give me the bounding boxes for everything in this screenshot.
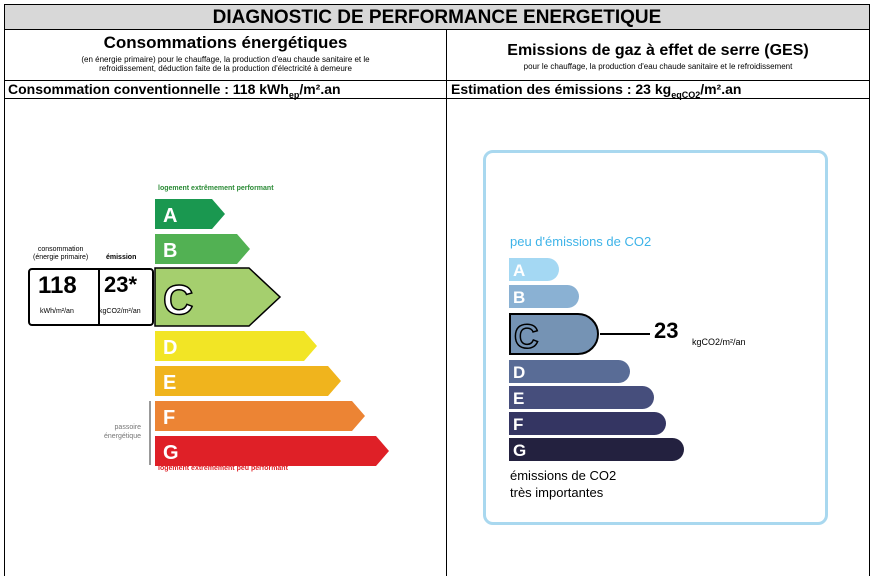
energy-class-bar-e: E xyxy=(155,366,341,396)
value-box-divider xyxy=(98,270,100,324)
energy-subheading-line2: refroidissement, déduction faite de la p… xyxy=(99,64,352,73)
ges-class-bar-f: F xyxy=(509,412,666,435)
ges-class-bar-b: B xyxy=(509,285,579,308)
column-divider xyxy=(446,30,447,576)
energy-current-class-letter: C xyxy=(163,276,193,323)
ges-current-class-bar: C xyxy=(509,313,599,356)
energy-class-letter-g: G xyxy=(163,442,179,464)
energy-current-class-arrow: C xyxy=(154,267,282,327)
emissions-row-label: Estimation des émissions : 23 kgeqCO2/m²… xyxy=(451,81,742,100)
consumption-row-label: Consommation conventionnelle : 118 kWhep… xyxy=(8,81,341,100)
ges-class-letter-g: G xyxy=(513,441,526,460)
energy-class-letter-e: E xyxy=(163,372,176,394)
ges-class-letter-b: B xyxy=(513,288,525,307)
energy-class-bar-d: D xyxy=(155,331,317,361)
top-performance-caption: logement extrêmement performant xyxy=(158,185,274,192)
energy-class-letter-a: A xyxy=(163,205,177,227)
page-frame xyxy=(4,4,870,576)
ges-class-letter-e: E xyxy=(513,389,524,408)
ges-unit: kgCO2/m²/an xyxy=(692,337,746,347)
energy-class-letter-f: F xyxy=(163,407,175,429)
energy-class-bar-a: A xyxy=(155,199,225,229)
emission-label: émission xyxy=(106,254,137,261)
ges-value-leader-line xyxy=(600,333,650,335)
page-title: DIAGNOSTIC DE PERFORMANCE ENERGETIQUE xyxy=(5,5,869,30)
ges-value: 23 xyxy=(654,318,679,343)
ges-heading: Emissions de gaz à effet de serre (GES) xyxy=(507,42,809,59)
energy-subheading-line1: (en énergie primaire) pour le chauffage,… xyxy=(81,55,370,64)
energy-subheading: (en énergie primaire) pour le chauffage,… xyxy=(5,55,446,73)
ges-class-bar-a: A xyxy=(509,258,559,281)
ges-class-bar-d: D xyxy=(509,360,630,383)
passoire-label: passoire énergétique xyxy=(104,424,141,440)
consumption-value-box: 118 23* kWh/m²/an kgCO2/m²/an xyxy=(28,268,154,326)
consumption-unit: kWh/m²/an xyxy=(40,308,74,315)
energy-class-letter-d: D xyxy=(163,337,177,359)
ges-top-caption: peu d'émissions de CO2 xyxy=(510,234,652,249)
consumption-label: consommation (énergie primaire) xyxy=(33,246,89,261)
emission-value: 23* xyxy=(104,272,138,297)
bottom-performance-caption: logement extrêmement peu performant xyxy=(158,465,288,472)
emission-unit: kgCO2/m²/an xyxy=(99,308,141,315)
energy-heading: Consommations énergétiques xyxy=(103,33,348,52)
header-separator xyxy=(5,80,869,81)
passoire-bracket xyxy=(149,401,151,465)
ges-label-box xyxy=(483,150,828,525)
ges-bottom-caption: émissions de CO2 très importantes xyxy=(510,468,617,500)
consumption-value: 118 xyxy=(38,272,77,299)
ges-class-letter-d: D xyxy=(513,363,525,382)
ges-class-bar-g: G xyxy=(509,438,684,461)
ges-class-bar-e: E xyxy=(509,386,654,409)
energy-class-letter-b: B xyxy=(163,240,177,262)
ges-current-class-letter: C xyxy=(514,318,539,356)
energy-class-bar-f: F xyxy=(155,401,365,431)
ges-class-letter-f: F xyxy=(513,415,523,434)
ges-subheading: pour le chauffage, la production d'eau c… xyxy=(523,62,793,71)
energy-class-bar-b: B xyxy=(155,234,250,264)
row-separator xyxy=(5,98,869,99)
energy-class-bar-g: G xyxy=(155,436,389,466)
ges-class-letter-a: A xyxy=(513,261,525,280)
